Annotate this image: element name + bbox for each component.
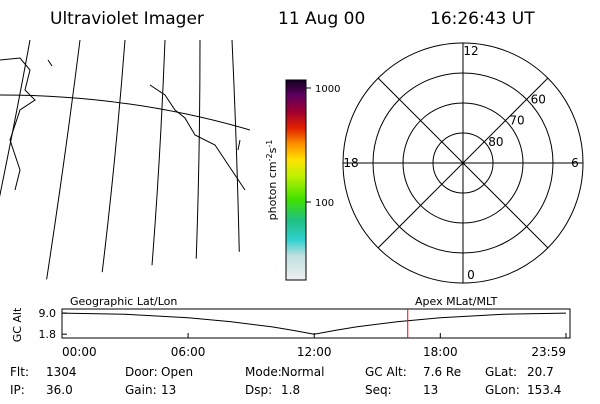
mlt-label: 12 bbox=[463, 44, 478, 58]
right-label: Apex MLat/MLT bbox=[415, 295, 498, 308]
unit: photon cm bbox=[266, 161, 279, 220]
footer-label: Gain: bbox=[125, 383, 157, 397]
timeline-frame bbox=[61, 308, 571, 339]
x-tick-label: 00:00 bbox=[62, 345, 97, 359]
lat-label: 80 bbox=[488, 135, 503, 149]
title: Ultraviolet Imager bbox=[50, 9, 204, 29]
unit: s bbox=[266, 147, 279, 153]
footer-label: IP: bbox=[10, 383, 25, 397]
footer-label: Flt: bbox=[10, 365, 29, 379]
exp: -2 bbox=[265, 153, 274, 161]
x-tick-label: 12:00 bbox=[297, 345, 332, 359]
footer-value: 1.8 bbox=[281, 383, 300, 397]
y-tick-label: 9.0 bbox=[39, 307, 57, 320]
altitude-line bbox=[61, 312, 567, 335]
footer-value: 153.4 bbox=[527, 383, 561, 397]
x-tick-label: 23:59 bbox=[531, 345, 566, 359]
lat-label: 60 bbox=[531, 92, 546, 106]
left-label: Geographic Lat/Lon bbox=[70, 295, 177, 308]
footer-label: GLat: bbox=[485, 365, 517, 379]
mlt-label: 0 bbox=[467, 268, 475, 282]
time: 16:26:43 UT bbox=[430, 9, 535, 29]
colorbar-label: photon cm-2s-1 bbox=[265, 140, 279, 221]
footer-value: 13 bbox=[161, 383, 176, 397]
footer-value: Open bbox=[161, 365, 193, 379]
y-label: GC Alt bbox=[11, 307, 24, 342]
footer-label: Door: bbox=[125, 365, 158, 379]
footer-label: GC Alt: bbox=[365, 365, 407, 379]
exp: -1 bbox=[265, 140, 274, 148]
x-tick-label: 18:00 bbox=[423, 345, 458, 359]
polar-axis bbox=[377, 77, 549, 249]
mlt-label: 18 bbox=[343, 156, 358, 170]
footer-value: 36.0 bbox=[46, 383, 73, 397]
footer-label: GLon: bbox=[485, 383, 520, 397]
footer-label: Seq: bbox=[365, 383, 392, 397]
mlt-label: 6 bbox=[571, 156, 579, 170]
footer-value: Normal bbox=[281, 365, 324, 379]
y-tick-label: 1.8 bbox=[39, 328, 57, 341]
footer-value: 13 bbox=[423, 383, 438, 397]
footer-value: 7.6 Re bbox=[423, 365, 461, 379]
colorbar-tick-label: 100 bbox=[315, 198, 334, 209]
date: 11 Aug 00 bbox=[278, 9, 365, 29]
colorbar-tick-label: 1000 bbox=[315, 84, 340, 95]
footer-label: Mode: bbox=[245, 365, 282, 379]
colorbar bbox=[285, 79, 307, 281]
footer-value: 20.7 bbox=[527, 365, 554, 379]
footer-label: Dsp: bbox=[245, 383, 272, 397]
lat-label: 70 bbox=[509, 114, 524, 128]
x-tick-label: 06:00 bbox=[171, 345, 206, 359]
map bbox=[0, 40, 250, 285]
footer-value: 1304 bbox=[46, 365, 77, 379]
